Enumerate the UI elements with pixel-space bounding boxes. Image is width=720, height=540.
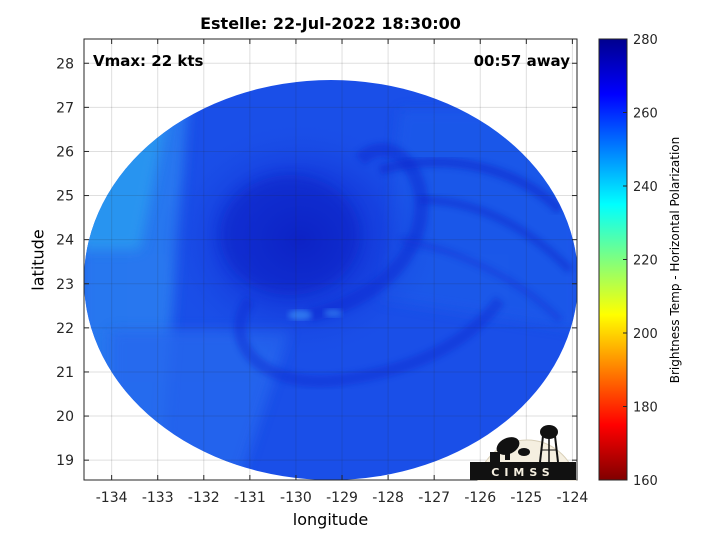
x-tick-label: -132 xyxy=(188,490,220,506)
map-grid xyxy=(84,39,577,480)
y-tick-label: 19 xyxy=(56,453,74,469)
colorbar xyxy=(598,38,628,481)
colorbar-tick-label: 160 xyxy=(633,474,658,489)
colorbar-tick-label: 200 xyxy=(633,327,658,342)
y-axis-ticks: 19 20 21 22 23 24 25 26 27 28 xyxy=(56,56,577,469)
colorbar-tick-label: 260 xyxy=(633,107,658,122)
x-tick-label: -131 xyxy=(234,490,266,506)
y-tick-label: 24 xyxy=(56,233,74,249)
vmax-label: Vmax: 22 kts xyxy=(93,52,204,70)
colorbar-tick-label: 180 xyxy=(633,401,658,416)
x-tick-label: -124 xyxy=(557,490,589,506)
cimss-logo-text: CIMSS xyxy=(491,466,554,479)
plot-frame xyxy=(83,38,578,481)
x-tick-label: -133 xyxy=(142,490,174,506)
plot-title: Estelle: 22-Jul-2022 18:30:00 xyxy=(200,14,461,33)
colorbar-tick-label: 280 xyxy=(633,33,658,48)
x-axis-ticks: -134 -133 -132 -131 -130 -129 -128 -127 -126 -125… xyxy=(96,39,589,506)
y-tick-label: 27 xyxy=(56,100,74,116)
y-axis-label: latitude xyxy=(28,229,48,291)
x-tick-label: -130 xyxy=(280,490,312,506)
colorbar-label: Brightness Temp - Horizontal Polarizatio… xyxy=(668,136,682,384)
colorbar-tick-label: 240 xyxy=(633,180,658,195)
y-tick-label: 20 xyxy=(56,409,74,425)
x-tick-label: -134 xyxy=(96,490,128,506)
x-tick-label: -127 xyxy=(418,490,450,506)
x-axis-label: longitude xyxy=(292,510,369,529)
x-tick-label: -129 xyxy=(326,490,358,506)
x-tick-label: -126 xyxy=(464,490,496,506)
y-tick-label: 22 xyxy=(56,321,74,337)
y-tick-label: 21 xyxy=(56,365,74,381)
y-tick-label: 23 xyxy=(56,277,74,293)
x-tick-label: -125 xyxy=(510,490,542,506)
x-tick-label: -128 xyxy=(372,490,404,506)
cimss-logo: CIMSS xyxy=(470,425,577,481)
y-tick-label: 26 xyxy=(56,144,74,160)
colorbar-ticks: 160 180 200 220 240 260 280 xyxy=(623,33,658,489)
y-tick-label: 28 xyxy=(56,56,74,72)
colorbar-tick-label: 220 xyxy=(633,254,658,269)
y-tick-label: 25 xyxy=(56,189,74,205)
time-away-label: 00:57 away xyxy=(473,52,570,70)
